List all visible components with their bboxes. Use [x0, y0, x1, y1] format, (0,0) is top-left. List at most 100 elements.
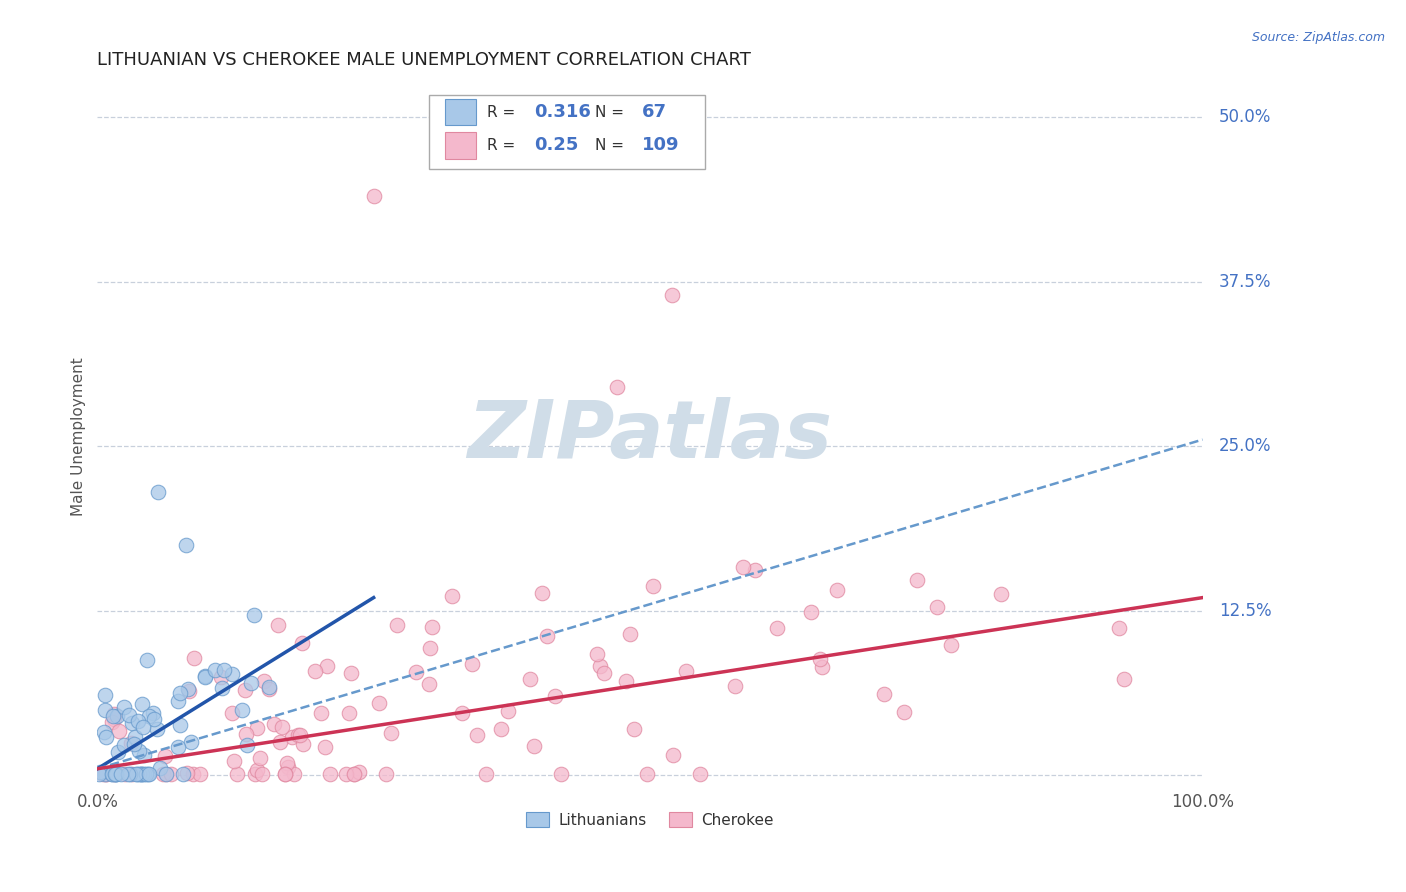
- Point: [335, 767, 357, 781]
- Point: [380, 725, 402, 739]
- Text: N =: N =: [595, 104, 628, 120]
- Point: [465, 728, 488, 742]
- Point: [194, 670, 217, 684]
- Point: [167, 740, 190, 755]
- Point: [235, 727, 257, 741]
- Text: 109: 109: [643, 136, 679, 154]
- Point: [263, 716, 285, 731]
- Point: [662, 747, 685, 762]
- Point: [277, 760, 299, 774]
- Point: [367, 696, 389, 710]
- Point: [105, 709, 128, 723]
- Point: [91, 767, 114, 781]
- Point: [101, 715, 124, 730]
- Point: [110, 767, 132, 781]
- Point: [271, 721, 294, 735]
- Point: [135, 653, 157, 667]
- Point: [101, 767, 124, 781]
- Point: [274, 767, 297, 781]
- Y-axis label: Male Unemployment: Male Unemployment: [72, 357, 86, 516]
- Text: 12.5%: 12.5%: [1219, 602, 1271, 620]
- Point: [731, 560, 754, 574]
- Point: [475, 767, 498, 781]
- Point: [120, 736, 142, 750]
- Point: [461, 657, 484, 672]
- Point: [214, 663, 236, 677]
- Point: [419, 640, 441, 655]
- Point: [125, 767, 148, 781]
- Point: [94, 703, 117, 717]
- Point: [343, 767, 366, 781]
- Point: [536, 628, 558, 642]
- Point: [291, 738, 314, 752]
- Point: [243, 767, 266, 781]
- Point: [120, 767, 142, 781]
- Point: [267, 617, 290, 632]
- Point: [276, 756, 298, 771]
- Legend: Lithuanians, Cherokee: Lithuanians, Cherokee: [520, 805, 780, 834]
- Point: [290, 728, 312, 742]
- Point: [96, 767, 118, 781]
- Point: [619, 627, 641, 641]
- Point: [108, 724, 131, 739]
- Point: [209, 670, 232, 684]
- Point: [174, 538, 197, 552]
- Point: [246, 763, 269, 777]
- Point: [281, 730, 304, 744]
- Point: [104, 767, 127, 781]
- Point: [142, 712, 165, 726]
- Point: [491, 722, 513, 736]
- Point: [939, 639, 962, 653]
- Text: R =: R =: [488, 104, 520, 120]
- Point: [131, 698, 153, 712]
- Point: [744, 563, 766, 577]
- Point: [636, 767, 658, 781]
- Point: [155, 767, 177, 781]
- Point: [290, 635, 312, 649]
- Text: ZIPatlas: ZIPatlas: [467, 397, 832, 475]
- Point: [661, 287, 683, 301]
- Point: [233, 682, 256, 697]
- Point: [190, 767, 212, 781]
- Point: [766, 621, 789, 635]
- Point: [519, 673, 541, 687]
- Point: [131, 767, 153, 781]
- Point: [177, 682, 200, 697]
- Text: 25.0%: 25.0%: [1219, 437, 1271, 455]
- Point: [121, 767, 143, 781]
- Point: [93, 725, 115, 739]
- Point: [363, 189, 385, 203]
- Point: [167, 694, 190, 708]
- Point: [146, 723, 169, 737]
- Point: [274, 767, 297, 781]
- Point: [586, 647, 609, 661]
- Text: Source: ZipAtlas.com: Source: ZipAtlas.com: [1251, 31, 1385, 45]
- Text: 37.5%: 37.5%: [1219, 273, 1271, 291]
- Point: [180, 735, 202, 749]
- Point: [176, 766, 198, 780]
- Point: [675, 664, 697, 678]
- Point: [89, 767, 111, 781]
- Point: [89, 765, 111, 780]
- Point: [905, 573, 928, 587]
- Point: [589, 659, 612, 673]
- Point: [236, 738, 259, 752]
- Point: [211, 681, 233, 696]
- Point: [138, 767, 160, 781]
- Point: [269, 735, 291, 749]
- Point: [128, 767, 150, 781]
- Point: [440, 589, 463, 603]
- Point: [522, 739, 544, 754]
- Point: [641, 579, 664, 593]
- Point: [132, 720, 155, 734]
- Point: [204, 663, 226, 677]
- Point: [104, 767, 127, 781]
- Point: [94, 688, 117, 702]
- Point: [117, 767, 139, 781]
- Point: [319, 767, 342, 781]
- Point: [1108, 621, 1130, 635]
- Text: 0.25: 0.25: [534, 136, 578, 154]
- Point: [107, 745, 129, 759]
- Point: [121, 716, 143, 731]
- Point: [181, 767, 204, 781]
